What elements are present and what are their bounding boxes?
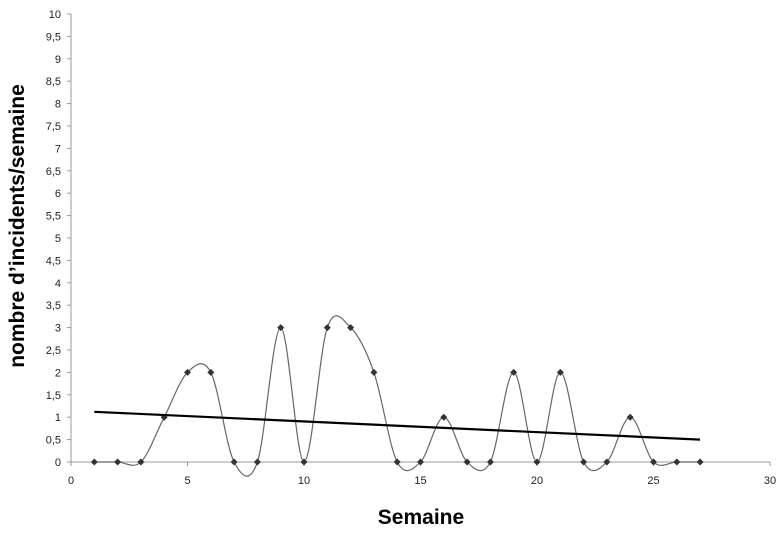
series-line <box>94 315 701 477</box>
y-tick-label: 4 <box>55 278 61 290</box>
y-tick-label: 9,5 <box>46 31 61 43</box>
x-tick-label: 30 <box>764 475 776 487</box>
data-point-marker <box>463 458 471 466</box>
y-axis-ticks: 0 0,5 1 1,5 2 2,5 3 3,5 4 4,5 5 5,5 6 6,5 7 7,5 8 8,5 9 9,5… <box>46 9 71 469</box>
y-tick-label: 2,5 <box>46 345 61 357</box>
data-point-marker <box>696 458 704 466</box>
x-axis-ticks: 0 5 10 15 20 25 30 <box>68 462 776 487</box>
data-point-marker <box>533 458 541 466</box>
x-tick-label: 10 <box>298 475 310 487</box>
data-point-marker <box>253 458 261 466</box>
y-tick-label: 8,5 <box>46 76 61 88</box>
data-point-marker <box>393 458 401 466</box>
y-tick-label: 3,5 <box>46 300 61 312</box>
x-axis-title: Semaine <box>378 506 464 529</box>
data-point-marker <box>230 458 238 466</box>
y-tick-label: 0,5 <box>46 435 61 447</box>
data-point-marker <box>114 458 122 466</box>
data-point-marker <box>207 368 215 376</box>
data-point-marker <box>626 413 634 421</box>
y-tick-label: 6,5 <box>46 166 61 178</box>
data-point-marker <box>673 458 681 466</box>
x-tick-label: 25 <box>647 475 659 487</box>
data-point-marker <box>417 458 424 466</box>
axes <box>70 14 770 463</box>
y-tick-label: 2 <box>55 367 61 379</box>
y-tick-label: 3 <box>55 323 61 335</box>
data-point-marker <box>370 368 378 376</box>
data-point-marker <box>300 458 308 466</box>
data-point-marker <box>486 458 494 466</box>
data-point-marker <box>603 458 611 466</box>
data-point-marker <box>510 368 518 376</box>
data-point-marker <box>90 458 98 466</box>
y-axis-title: nombre d’incidents/semaine <box>6 84 29 368</box>
x-tick-label: 15 <box>414 475 426 487</box>
data-point-marker <box>650 458 657 466</box>
data-point-marker <box>440 413 448 421</box>
data-point-marker <box>556 368 564 376</box>
y-tick-label: 7 <box>55 143 61 155</box>
x-tick-label: 5 <box>184 475 190 487</box>
y-tick-label: 6 <box>55 188 61 200</box>
y-tick-label: 10 <box>49 9 61 21</box>
trendline <box>94 410 701 441</box>
y-tick-label: 7,5 <box>46 121 61 133</box>
y-tick-label: 4,5 <box>46 255 61 267</box>
data-point-marker <box>580 458 588 466</box>
trendline-group <box>94 410 701 441</box>
data-point-marker <box>347 324 355 332</box>
y-tick-label: 1,5 <box>46 390 61 402</box>
x-tick-label: 20 <box>531 475 543 487</box>
x-tick-label: 0 <box>68 475 74 487</box>
y-tick-label: 5,5 <box>46 211 61 223</box>
data-point-marker <box>137 458 145 466</box>
y-tick-label: 0 <box>55 457 61 469</box>
y-tick-label: 8 <box>55 99 61 111</box>
y-tick-label: 9 <box>55 54 61 66</box>
data-point-marker <box>184 368 191 376</box>
markers-group <box>90 324 704 466</box>
data-point-marker <box>323 324 331 332</box>
y-tick-label: 5 <box>55 233 61 245</box>
series-group <box>94 315 701 477</box>
y-tick-label: 1 <box>55 412 61 424</box>
data-point-marker <box>277 324 285 332</box>
